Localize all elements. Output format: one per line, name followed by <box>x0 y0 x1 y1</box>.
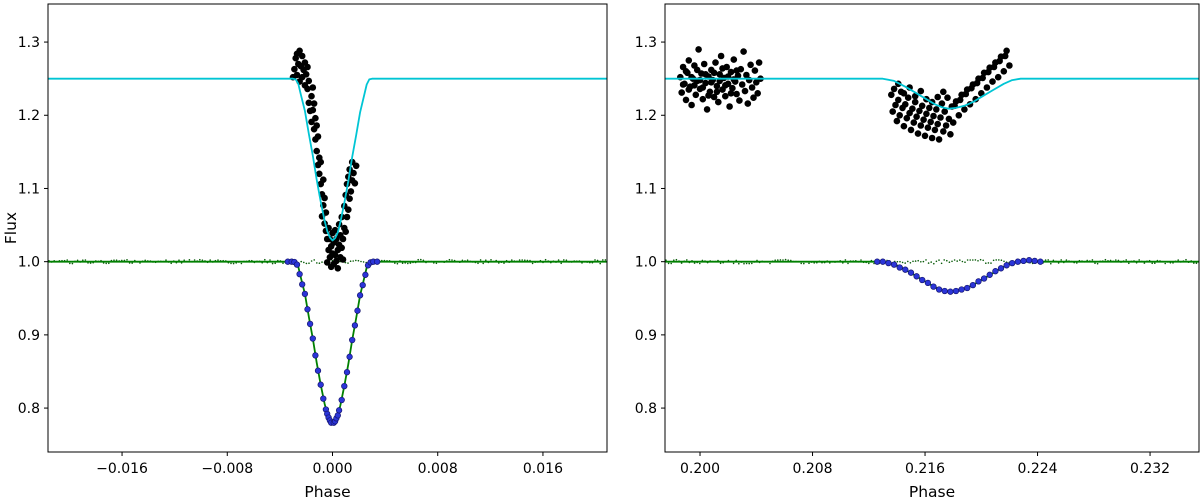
panel-primary-transit: −0.016 −0.008 0.000 0.008 0.016 0.8 0.9 1.0 1.1 1… <box>2 3 608 501</box>
y-tick-label: 0.9 <box>635 328 657 344</box>
plot-area-secondary-eclipse <box>665 46 1199 295</box>
series-raw-data-offset <box>677 46 1013 143</box>
y-tick-label: 0.9 <box>18 328 40 344</box>
y-tick-label: 1.1 <box>18 181 40 197</box>
y-tick-label: 0.8 <box>635 401 657 417</box>
series-binned-data <box>284 258 381 426</box>
x-tick-label: 0.232 <box>1130 461 1170 477</box>
x-tick-label: 0.008 <box>418 461 458 477</box>
x-tick-label: 0.224 <box>1018 461 1058 477</box>
axes-frame <box>47 3 608 453</box>
panel-secondary-eclipse: 0.200 0.208 0.216 0.224 0.232 0.8 0.9 1.0 1.1 1.2… <box>635 3 1200 501</box>
series-raw-model-offset <box>48 77 607 242</box>
series-raw-model-offset <box>665 77 1199 110</box>
x-axis-title-primary-transit: Phase <box>304 483 350 501</box>
x-axis-title-secondary-eclipse: Phase <box>909 483 955 501</box>
x-tick-label: 0.200 <box>680 461 720 477</box>
y-axis-primary-transit: 0.8 0.9 1.0 1.1 1.2 1.3 <box>18 35 48 417</box>
x-tick-label: 0.208 <box>792 461 832 477</box>
x-tick-label: −0.016 <box>96 461 148 477</box>
y-tick-label: 1.2 <box>635 108 657 124</box>
series-raw-data-offset <box>289 47 360 272</box>
x-tick-label: 0.016 <box>523 461 563 477</box>
y-tick-label: 1.3 <box>18 35 40 51</box>
series-detrended-model <box>48 260 607 425</box>
axes-frame <box>664 3 1200 453</box>
series-binned-data <box>874 257 1044 295</box>
y-axis-title-primary-transit: Flux <box>2 212 20 244</box>
x-axis-secondary-eclipse: 0.200 0.208 0.216 0.224 0.232 <box>680 452 1170 477</box>
y-tick-label: 1.3 <box>635 35 657 51</box>
x-tick-label: −0.008 <box>201 461 253 477</box>
x-tick-label: 0.000 <box>312 461 352 477</box>
plot-area-primary-transit <box>48 47 607 426</box>
y-tick-label: 1.2 <box>18 108 40 124</box>
y-tick-label: 1.0 <box>18 255 40 271</box>
y-tick-label: 1.0 <box>635 255 657 271</box>
x-tick-label: 0.216 <box>905 461 945 477</box>
x-axis-primary-transit: −0.016 −0.008 0.000 0.008 0.016 <box>96 452 563 477</box>
y-tick-label: 1.1 <box>635 181 657 197</box>
y-axis-secondary-eclipse: 0.8 0.9 1.0 1.1 1.2 1.3 <box>635 35 665 417</box>
y-tick-label: 0.8 <box>18 401 40 417</box>
